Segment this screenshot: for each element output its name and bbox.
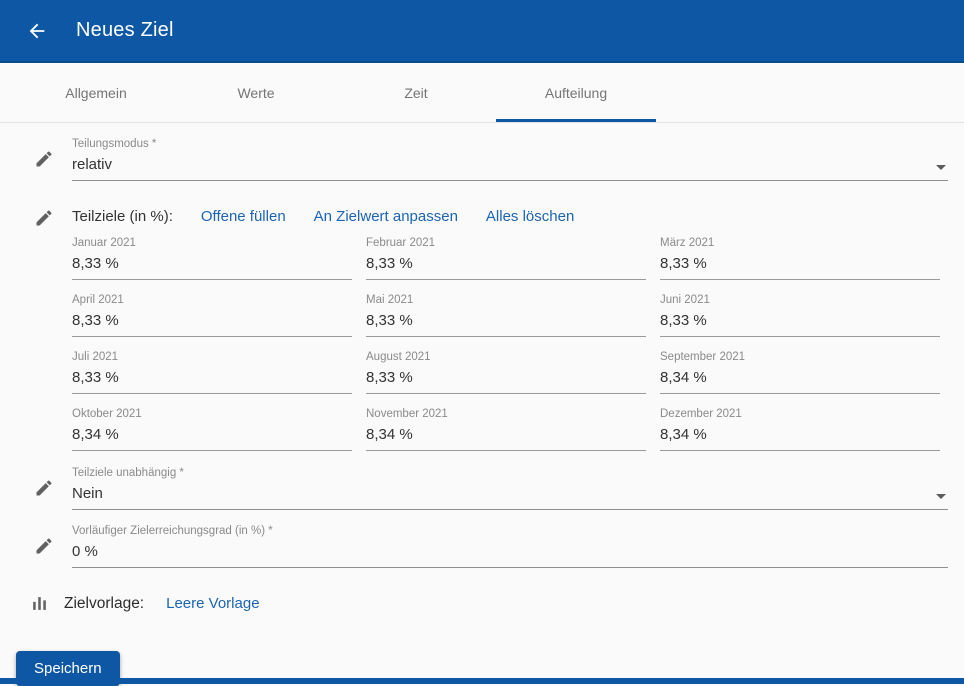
month-value: 8,34 %	[660, 369, 707, 386]
month-field[interactable]: Januar 2021 8,33 %	[72, 236, 352, 280]
month-field[interactable]: April 2021 8,33 %	[72, 293, 352, 337]
month-value: 8,33 %	[366, 369, 413, 386]
an-zielwert-anpassen-link[interactable]: An Zielwert anpassen	[313, 207, 458, 225]
teilziele-label: Teilziele (in %):	[72, 207, 173, 225]
month-value: 8,33 %	[366, 255, 413, 272]
zielerreichungsgrad-input[interactable]: Vorläufiger Zielerreichungsgrad (in %) *…	[72, 524, 948, 568]
tab-zeit[interactable]: Zeit	[404, 84, 428, 101]
month-value: 8,33 %	[72, 255, 119, 272]
month-value: 8,34 %	[72, 426, 119, 443]
tab-werte[interactable]: Werte	[237, 84, 275, 101]
month-field[interactable]: Oktober 2021 8,34 %	[72, 407, 352, 451]
offene-fuellen-link[interactable]: Offene füllen	[200, 207, 286, 225]
month-value: 8,34 %	[366, 426, 413, 443]
zielerreichungsgrad-row: Vorläufiger Zielerreichungsgrad (in %) *…	[0, 524, 964, 568]
month-field[interactable]: März 2021 8,33 %	[660, 236, 940, 280]
teilungsmodus-label: Teilungsmodus *	[72, 138, 157, 150]
month-label: Januar 2021	[72, 237, 136, 249]
month-label: August 2021	[366, 351, 431, 363]
edit-icon	[0, 205, 72, 464]
month-label: September 2021	[660, 351, 746, 363]
month-field[interactable]: Juni 2021 8,33 %	[660, 293, 940, 337]
tab-allgemein[interactable]: Allgemein	[65, 84, 127, 101]
teilziele-header: Teilziele (in %): Offene füllen An Zielw…	[72, 205, 948, 227]
month-field[interactable]: September 2021 8,34 %	[660, 350, 940, 394]
edit-icon	[0, 137, 72, 181]
alles-loeschen-link[interactable]: Alles löschen	[485, 207, 575, 225]
bar-chart-icon	[0, 594, 64, 613]
teilziele-unabhaengig-row: Teilziele unabhängig * Nein	[0, 466, 964, 510]
month-field[interactable]: Dezember 2021 8,34 %	[660, 407, 940, 451]
month-label: Februar 2021	[366, 237, 436, 249]
edit-icon	[0, 524, 72, 568]
month-label: Juni 2021	[660, 294, 710, 306]
months-grid: Januar 2021 8,33 % Februar 2021 8,33 % M…	[72, 236, 940, 464]
app-bar: Neues Ziel	[0, 0, 964, 63]
teilziele-unabhaengig-select[interactable]: Teilziele unabhängig * Nein	[72, 466, 948, 510]
edit-icon	[0, 466, 72, 510]
back-button[interactable]	[24, 18, 50, 44]
zielerreichungsgrad-value: 0 %	[72, 543, 98, 560]
teilziele-unabhaengig-value: Nein	[72, 485, 103, 502]
month-field[interactable]: August 2021 8,33 %	[366, 350, 646, 394]
month-label: Mai 2021	[366, 294, 414, 306]
month-label: Juli 2021	[72, 351, 119, 363]
month-field[interactable]: Februar 2021 8,33 %	[366, 236, 646, 280]
zielvorlage-row: Zielvorlage: Leere Vorlage	[0, 594, 964, 613]
dropdown-arrow-icon[interactable]	[936, 494, 946, 499]
arrow-back-icon	[26, 20, 48, 42]
month-label: Dezember 2021	[660, 408, 742, 420]
teilziele-section: Teilziele (in %): Offene füllen An Zielw…	[0, 205, 964, 464]
tab-bar: Allgemein Werte Zeit Aufteilung	[0, 63, 964, 123]
dropdown-arrow-icon[interactable]	[936, 165, 946, 170]
teilungsmodus-row: Teilungsmodus * relativ	[0, 137, 964, 181]
month-label: April 2021	[72, 294, 124, 306]
page-title: Neues Ziel	[76, 19, 174, 41]
zielerreichungsgrad-label: Vorläufiger Zielerreichungsgrad (in %) *	[72, 525, 273, 537]
teilungsmodus-select[interactable]: Teilungsmodus * relativ	[72, 137, 948, 181]
month-label: November 2021	[366, 408, 448, 420]
month-value: 8,33 %	[660, 255, 707, 272]
month-field[interactable]: Juli 2021 8,33 %	[72, 350, 352, 394]
month-value: 8,33 %	[72, 369, 119, 386]
month-value: 8,33 %	[660, 312, 707, 329]
month-label: Oktober 2021	[72, 408, 142, 420]
leere-vorlage-link[interactable]: Leere Vorlage	[166, 595, 260, 612]
month-field[interactable]: Mai 2021 8,33 %	[366, 293, 646, 337]
month-field[interactable]: November 2021 8,34 %	[366, 407, 646, 451]
zielvorlage-label: Zielvorlage:	[64, 594, 145, 612]
bottom-accent-bar	[0, 678, 964, 684]
month-value: 8,34 %	[660, 426, 707, 443]
teilziele-unabhaengig-label: Teilziele unabhängig *	[72, 467, 184, 479]
tab-aufteilung[interactable]: Aufteilung	[496, 63, 656, 122]
teilungsmodus-value: relativ	[72, 156, 113, 173]
month-value: 8,33 %	[72, 312, 119, 329]
month-label: März 2021	[660, 237, 715, 249]
month-value: 8,33 %	[366, 312, 413, 329]
